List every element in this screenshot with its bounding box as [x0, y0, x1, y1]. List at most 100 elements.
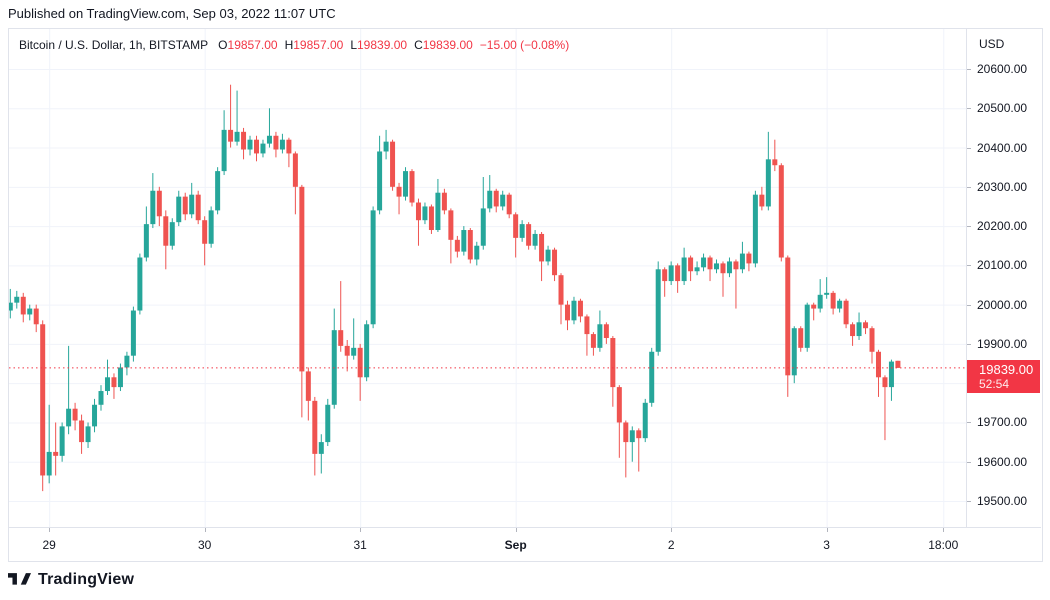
candle-body	[571, 300, 577, 321]
candle-body	[111, 377, 117, 388]
candle-body	[681, 257, 687, 282]
candle-body	[344, 345, 350, 356]
candle-body	[422, 206, 428, 221]
candle-body	[688, 257, 694, 272]
candle-body	[824, 292, 830, 295]
candle-body	[98, 391, 104, 405]
candle-body	[545, 249, 551, 262]
candle-body	[435, 192, 441, 231]
symbol-description: Bitcoin / U.S. Dollar, 1h, BITSTAMP	[19, 38, 209, 52]
candle-body	[584, 316, 590, 335]
candle-body	[169, 222, 175, 246]
candle-body	[292, 153, 298, 187]
candle-body	[390, 141, 396, 187]
candle-body	[163, 216, 169, 246]
tradingview-logo-icon	[8, 573, 31, 585]
candle-body	[590, 334, 596, 348]
candle-body	[519, 224, 525, 238]
candle-body	[888, 361, 894, 388]
price-axis-tickmark	[967, 147, 971, 149]
time-axis-tick: 30	[197, 538, 212, 552]
candle-body	[130, 310, 136, 356]
price-axis[interactable]: USD 20600.00 20500.00 20400.00 20300.00 2020…	[966, 29, 1042, 527]
candle-body	[221, 129, 227, 172]
close-value: 19839.00	[422, 38, 473, 52]
candle-body	[448, 210, 454, 240]
candle-body	[260, 143, 266, 154]
candle-body	[454, 239, 460, 252]
candle-body	[746, 253, 752, 264]
candle-body	[461, 230, 467, 252]
candle-body	[675, 265, 681, 282]
candle-body	[837, 300, 843, 309]
candle-body	[532, 233, 538, 246]
chart-legend: Bitcoin / U.S. Dollar, 1h, BITSTAMP O1985…	[19, 38, 569, 52]
tradingview-logo[interactable]: TradingView	[8, 570, 134, 589]
candle-body	[338, 330, 344, 346]
candle-body	[752, 194, 758, 264]
price-axis-tick: 19500.00	[977, 493, 1028, 508]
candle-body	[707, 257, 713, 270]
price-axis-tick: 20500.00	[977, 101, 1028, 116]
candle-body	[733, 261, 739, 270]
candlestick-plot[interactable]	[9, 29, 966, 527]
price-axis-tick: 19900.00	[977, 336, 1028, 351]
candle-body	[720, 263, 726, 274]
time-axis-tick: 31	[353, 538, 367, 552]
candle-body	[759, 194, 765, 207]
candle-body	[558, 275, 564, 305]
candle-body	[817, 294, 823, 309]
bar-countdown: 52:54	[979, 377, 1010, 391]
price-axis-tickmark	[967, 500, 971, 502]
high-value: 19857.00	[293, 38, 344, 52]
candle-body	[137, 257, 143, 311]
time-axis[interactable]: 29 30 31 Sep 2 3 18:00	[9, 527, 1041, 561]
price-axis-tickmark	[967, 69, 971, 70]
candle-body	[428, 206, 434, 231]
price-axis-tick: 19600.00	[977, 454, 1028, 469]
candle-body	[266, 135, 272, 144]
candle-body	[811, 304, 817, 309]
candle-body	[506, 194, 512, 215]
candle-body	[195, 194, 201, 221]
candle-body	[467, 230, 473, 260]
candle-body	[480, 208, 486, 246]
candle-body	[701, 257, 707, 268]
close-label: C	[414, 38, 423, 52]
candle-body	[279, 139, 285, 150]
time-axis-tick: 3	[823, 538, 830, 552]
price-axis-tickmark	[967, 186, 971, 188]
candle-body	[59, 426, 65, 456]
candle-body	[649, 351, 655, 403]
candle-body	[117, 367, 123, 388]
price-axis-tick: 20100.00	[977, 258, 1028, 273]
candle-body	[623, 422, 629, 443]
candle-body	[364, 324, 370, 378]
candle-body	[739, 253, 745, 270]
candle-body	[215, 171, 221, 211]
price-axis-tick: 20300.00	[977, 179, 1028, 194]
candle-body	[247, 139, 253, 150]
price-axis-tickmark	[967, 461, 971, 463]
candle-body	[610, 338, 616, 388]
candle-body	[20, 296, 26, 315]
candle-body	[409, 171, 415, 203]
candle-body	[92, 404, 98, 427]
candle-body	[597, 324, 603, 348]
candle-body	[726, 261, 732, 274]
open-label: O	[218, 38, 228, 52]
candle-body	[526, 224, 532, 246]
time-axis-tickmark	[204, 528, 206, 532]
time-axis-tickmark	[826, 528, 828, 532]
change-value: −15.00 (−0.08%)	[479, 38, 570, 52]
candle-body	[79, 420, 85, 443]
open-value: 19857.00	[227, 38, 278, 52]
candle-body	[182, 196, 188, 215]
candle-body	[14, 296, 20, 303]
time-axis-tickmark	[671, 528, 673, 532]
candle-body	[539, 233, 545, 262]
candle-body	[577, 300, 583, 317]
candle-body	[370, 210, 376, 325]
candle-body	[40, 324, 46, 476]
high-label: H	[284, 38, 294, 52]
